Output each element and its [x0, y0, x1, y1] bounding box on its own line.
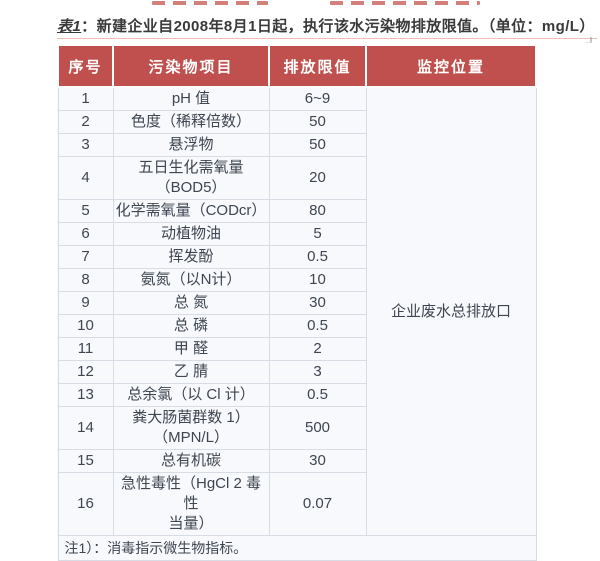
table-row: 8 氨氮（以N计） 10 — [57, 268, 536, 292]
row-number-cell: 16 — [57, 472, 114, 536]
table-row: 2 色度（稀释倍数） 50 — [57, 110, 536, 134]
row-number-cell: 4 — [57, 156, 114, 200]
row-number-cell: 6 — [57, 222, 114, 246]
header-cell-pollutant: 污染物项目 — [112, 44, 270, 88]
pollutant-cell: 总 磷 — [112, 314, 270, 338]
row-number-cell: 11 — [57, 337, 114, 361]
pollutant-cell: 色度（稀释倍数） — [112, 110, 270, 134]
table-caption: 表1：新建企业自2008年8月1日起，执行该水污染物排放限值。（单位：mg/L） — [57, 15, 597, 36]
header-row: 序号 污染物项目 排放限值 监控位置 — [57, 44, 537, 88]
limit-cell: 10 — [268, 268, 367, 292]
table-row: 16 急性毒性（HgCl 2 毒性 当量） 0.07 — [57, 472, 536, 536]
pollutant-cell: 总余氯（以 Cl 计） — [112, 383, 270, 407]
row-number-cell: 12 — [57, 360, 114, 384]
limit-cell: 20 — [268, 156, 367, 200]
limit-cell: 80 — [268, 199, 367, 223]
monitor-cell: 企业废水总排放口 — [365, 86, 537, 536]
footnote: 注1）：消毒指示微生物指标。 — [57, 535, 537, 561]
row-number-cell: 7 — [57, 245, 114, 269]
clipped-text-fragment — [152, 1, 268, 5]
limit-cell: 0.5 — [268, 314, 367, 338]
header-cell-limit: 排放限值 — [268, 44, 367, 88]
limit-cell: 0.5 — [268, 245, 367, 269]
row-number-cell: 1 — [57, 86, 114, 111]
row-number-cell: 2 — [57, 110, 114, 134]
table-row: 4 五日生化需氧量 （BOD5） 20 — [57, 156, 536, 200]
table-row: 10 总 磷 0.5 — [57, 314, 536, 338]
table-header: 序号 污染物项目 排放限值 监控位置 — [57, 44, 537, 88]
row-number-cell: 8 — [57, 268, 114, 292]
table-body: 1 pH 值 6~9 企业废水总排放口 2 色度（稀释倍数） 50 3 悬浮物 50 4 五日生化需氧… — [57, 86, 537, 536]
table-row: 1 pH 值 6~9 企业废水总排放口 — [57, 86, 537, 536]
limit-cell: 3 — [268, 360, 367, 384]
pollutant-cell: 挥发酚 — [112, 245, 270, 269]
limit-cell: 500 — [268, 406, 367, 450]
limit-cell: 0.07 — [268, 472, 367, 536]
pollutant-cell: 甲 醛 — [112, 337, 270, 361]
table-caption-unit: （单位：mg/L） — [487, 18, 595, 35]
pollutant-cell: 急性毒性（HgCl 2 毒性 当量） — [112, 472, 270, 536]
table-row: 15 总有机碳 30 — [57, 449, 536, 473]
pollutant-cell: 总 氮 — [112, 291, 270, 315]
pollutant-cell: 粪大肠菌群数 1） （MPN/L） — [112, 406, 270, 450]
pollutant-cell: 五日生化需氧量 （BOD5） — [112, 156, 270, 200]
row-number-cell: 14 — [57, 406, 114, 450]
limit-cell: 0.5 — [268, 383, 367, 407]
limit-cell: 6~9 — [268, 86, 367, 111]
table-row: 14 粪大肠菌群数 1） （MPN/L） 500 — [57, 406, 536, 450]
row-number-cell: 9 — [57, 291, 114, 315]
limit-cell: 50 — [268, 133, 367, 157]
pollutant-cell: 总有机碳 — [112, 449, 270, 473]
pollutant-cell: 悬浮物 — [112, 133, 270, 157]
row-number-cell: 13 — [57, 383, 114, 407]
faint-underline — [57, 38, 597, 39]
header-cell-monitor: 监控位置 — [365, 44, 537, 88]
pollutant-cell: 乙 腈 — [112, 360, 270, 384]
pollutant-cell: 氨氮（以N计） — [112, 268, 270, 292]
document-page: 表1：新建企业自2008年8月1日起，执行该水污染物排放限值。（单位：mg/L）… — [57, 1, 597, 561]
artifact-mark — [586, 37, 592, 43]
table-footer: 注1）：消毒指示微生物指标。 — [57, 535, 537, 561]
note-row: 注1）：消毒指示微生物指标。 — [57, 535, 537, 561]
pollutant-limits-table: 序号 污染物项目 排放限值 监控位置 1 pH 值 6~9 企业废水总排放口 2 色度（稀… — [57, 44, 537, 561]
table-row: 5 化学需氧量（CODcr） 80 — [57, 199, 536, 223]
pollutant-cell: pH 值 — [112, 86, 270, 111]
limit-cell: 30 — [268, 291, 367, 315]
clipped-text-fragment — [330, 1, 480, 5]
limit-cell: 5 — [268, 222, 367, 246]
row-number-cell: 10 — [57, 314, 114, 338]
pollutant-cell: 化学需氧量（CODcr） — [112, 199, 270, 223]
table-caption-text: 新建企业自2008年8月1日起，执行该水污染物排放限值。 — [96, 18, 488, 35]
limit-cell: 2 — [268, 337, 367, 361]
limit-cell: 30 — [268, 449, 367, 473]
table-caption-separator: ： — [81, 18, 97, 35]
limit-cell: 50 — [268, 110, 367, 134]
table-caption-label: 表1 — [57, 18, 82, 35]
row-number-cell: 5 — [57, 199, 114, 223]
row-number-cell: 15 — [57, 449, 114, 473]
header-cell-index: 序号 — [57, 44, 114, 88]
row-number-cell: 3 — [57, 133, 114, 157]
pollutant-cell: 动植物油 — [112, 222, 270, 246]
